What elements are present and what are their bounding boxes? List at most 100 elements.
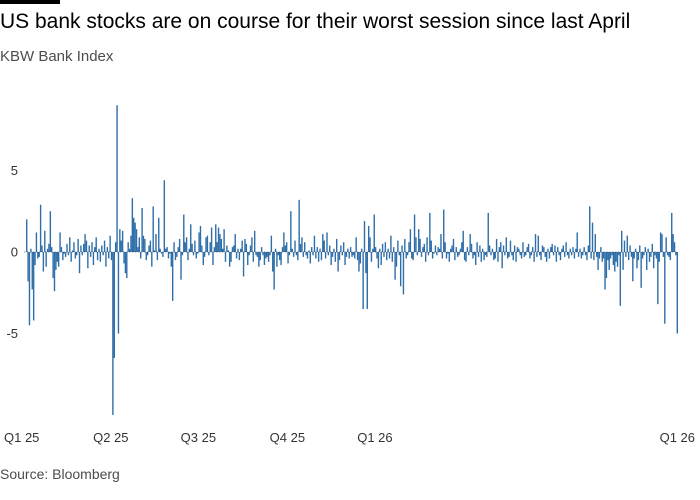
bar bbox=[226, 245, 228, 252]
bar bbox=[203, 252, 206, 257]
bar bbox=[600, 247, 602, 252]
bar bbox=[374, 247, 377, 252]
bar bbox=[219, 234, 221, 252]
bar bbox=[552, 252, 555, 256]
bar bbox=[319, 248, 321, 252]
bar bbox=[287, 252, 289, 264]
bar bbox=[468, 252, 470, 256]
top-rule bbox=[0, 0, 60, 4]
bar bbox=[191, 243, 193, 252]
bar bbox=[632, 252, 634, 282]
x-tick-label: Q1 26 bbox=[660, 430, 695, 445]
bar bbox=[181, 252, 184, 256]
bar bbox=[38, 252, 40, 257]
bar bbox=[212, 252, 214, 266]
bar bbox=[305, 252, 307, 256]
bar bbox=[160, 252, 163, 254]
bar bbox=[163, 180, 166, 252]
bar bbox=[463, 252, 466, 261]
bar-series bbox=[26, 105, 678, 415]
bar bbox=[672, 234, 674, 252]
bar bbox=[326, 232, 328, 252]
bar bbox=[618, 252, 620, 256]
bar bbox=[144, 238, 146, 252]
bar bbox=[159, 248, 161, 252]
bar bbox=[376, 252, 378, 259]
bar bbox=[56, 252, 58, 262]
bar bbox=[138, 237, 140, 252]
bar bbox=[220, 238, 223, 252]
bar bbox=[224, 252, 227, 262]
bar bbox=[454, 252, 456, 261]
bar bbox=[361, 248, 363, 252]
bar bbox=[358, 252, 360, 272]
bar bbox=[664, 252, 666, 324]
bar bbox=[470, 243, 473, 252]
bar bbox=[28, 252, 31, 326]
bar bbox=[365, 252, 367, 274]
bar bbox=[597, 252, 599, 270]
bar bbox=[324, 252, 327, 259]
bar bbox=[345, 252, 348, 257]
bar bbox=[44, 230, 46, 252]
bar bbox=[493, 252, 495, 261]
bar bbox=[244, 238, 246, 252]
bar bbox=[369, 237, 371, 252]
bar bbox=[511, 252, 513, 256]
bar bbox=[626, 235, 628, 252]
bar bbox=[206, 235, 209, 252]
bar bbox=[320, 252, 323, 261]
bar bbox=[536, 252, 538, 257]
bar bbox=[249, 245, 252, 252]
bar bbox=[655, 252, 658, 259]
bar bbox=[445, 252, 448, 259]
bar bbox=[381, 243, 384, 252]
bar bbox=[522, 242, 524, 252]
bar bbox=[443, 209, 445, 252]
bar bbox=[458, 252, 460, 256]
bar bbox=[114, 242, 117, 252]
bar bbox=[266, 252, 268, 257]
bar bbox=[450, 248, 452, 252]
bar bbox=[612, 252, 615, 266]
bar bbox=[469, 234, 471, 252]
bar bbox=[256, 252, 259, 257]
bar bbox=[665, 237, 667, 252]
bar bbox=[34, 252, 36, 266]
bar bbox=[629, 245, 631, 252]
bar bbox=[505, 237, 508, 252]
bar bbox=[283, 232, 285, 252]
bar bbox=[608, 252, 610, 270]
bar bbox=[534, 234, 537, 252]
bar bbox=[196, 252, 199, 254]
bar bbox=[379, 248, 381, 252]
bar bbox=[349, 247, 352, 252]
bar bbox=[336, 238, 338, 252]
bar bbox=[416, 252, 419, 256]
bar bbox=[431, 252, 434, 259]
bar bbox=[230, 252, 232, 262]
bar bbox=[487, 212, 489, 252]
bar bbox=[139, 252, 142, 259]
bar bbox=[233, 245, 235, 252]
bar bbox=[621, 230, 623, 252]
bar bbox=[64, 252, 67, 257]
bar bbox=[77, 238, 79, 252]
bar bbox=[405, 252, 407, 259]
bar bbox=[280, 252, 282, 266]
bar bbox=[448, 252, 451, 262]
bar bbox=[654, 252, 656, 256]
bar bbox=[616, 252, 619, 267]
bar bbox=[548, 252, 551, 259]
bar bbox=[512, 252, 514, 261]
bar bbox=[675, 252, 677, 256]
bar bbox=[377, 252, 380, 269]
bar bbox=[456, 252, 459, 257]
bar bbox=[498, 247, 501, 252]
bar bbox=[178, 238, 181, 252]
bar bbox=[583, 247, 585, 252]
bar bbox=[508, 252, 510, 257]
bar bbox=[433, 252, 435, 254]
bar bbox=[545, 252, 548, 262]
bar bbox=[30, 248, 32, 252]
